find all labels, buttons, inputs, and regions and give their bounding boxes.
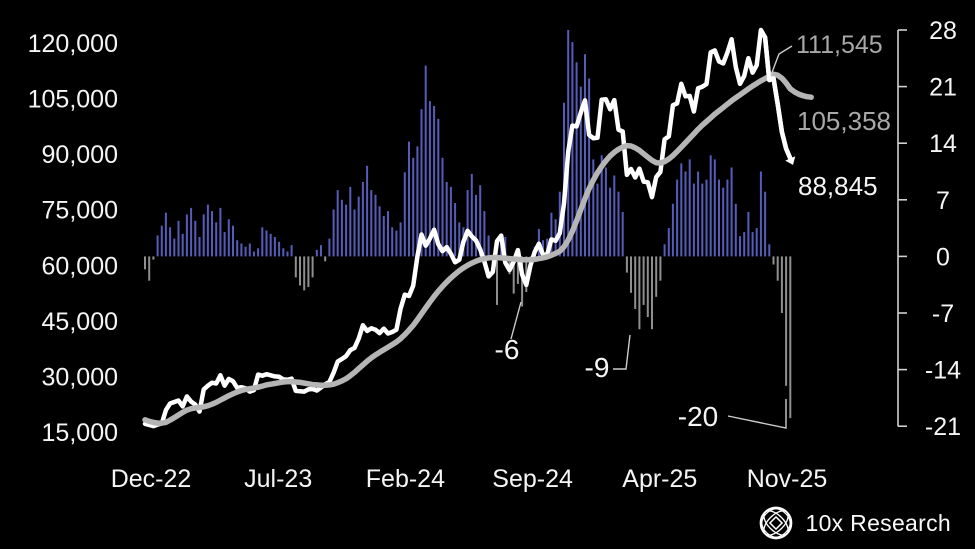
left-axis-label: 45,000 <box>42 308 118 336</box>
annotation-ma-peak-value: 111,545 <box>796 31 883 59</box>
x-axis-label: Apr-25 <box>622 465 697 493</box>
x-axis-label: Dec-22 <box>111 465 192 493</box>
annotation-dev-minus-6: -6 <box>495 334 520 365</box>
annotations: 111,545 105,358 88,845 -6 -9 -20 <box>495 31 891 432</box>
dev-minus-9-leader <box>613 334 631 370</box>
dev-minus-20-leader <box>727 399 787 429</box>
x-axis-label: Feb-24 <box>366 465 445 493</box>
price-line-arrowhead <box>785 156 796 165</box>
deviation-bars <box>144 30 792 419</box>
annotation-dev-minus-20: -20 <box>678 401 718 432</box>
left-axis-label: 15,000 <box>42 419 118 447</box>
right-axis-label: 28 <box>929 17 957 45</box>
right-axis-label: 7 <box>936 187 950 215</box>
globe-grid-icon <box>760 506 793 540</box>
left-axis-labels: 120,000 105,000 90,000 75,000 60,000 45,000 30… <box>28 30 118 447</box>
annotation-dev-minus-9: -9 <box>585 352 610 383</box>
price-line-tail <box>762 35 793 161</box>
right-axis <box>897 29 907 428</box>
annotation-ma-last-value: 105,358 <box>797 106 891 136</box>
ma-line <box>142 71 814 426</box>
right-axis-label: 14 <box>929 130 957 158</box>
left-axis-label: 60,000 <box>42 252 118 280</box>
left-axis-label: 75,000 <box>42 197 118 225</box>
right-axis-label: -7 <box>932 300 954 328</box>
right-axis-labels: 28 21 14 7 0 -7 -14 -21 <box>925 17 961 441</box>
brand-footer: 10x Research <box>757 504 951 542</box>
left-axis-label: 90,000 <box>42 141 118 169</box>
ma-peak-value-leader <box>770 45 793 76</box>
right-axis-label: 21 <box>929 74 957 102</box>
x-axis-label: Nov-25 <box>747 465 828 493</box>
left-axis-label: 30,000 <box>42 363 118 391</box>
right-axis-label: -21 <box>925 413 961 441</box>
left-axis-label: 120,000 <box>28 30 118 58</box>
brand-name: 10x Research <box>805 509 951 536</box>
x-axis-label: Sep-24 <box>492 465 573 493</box>
x-axis-label: Jul-23 <box>244 465 312 493</box>
left-axis-label: 105,000 <box>28 86 118 114</box>
annotation-price-last-value: 88,845 <box>798 171 878 201</box>
x-axis-labels: Dec-22 Jul-23 Feb-24 Sep-24 Apr-25 Nov-25 <box>111 465 828 493</box>
dev-minus-6-leader <box>510 301 522 340</box>
right-axis-label: -14 <box>925 357 961 385</box>
right-axis-label: 0 <box>936 243 950 271</box>
